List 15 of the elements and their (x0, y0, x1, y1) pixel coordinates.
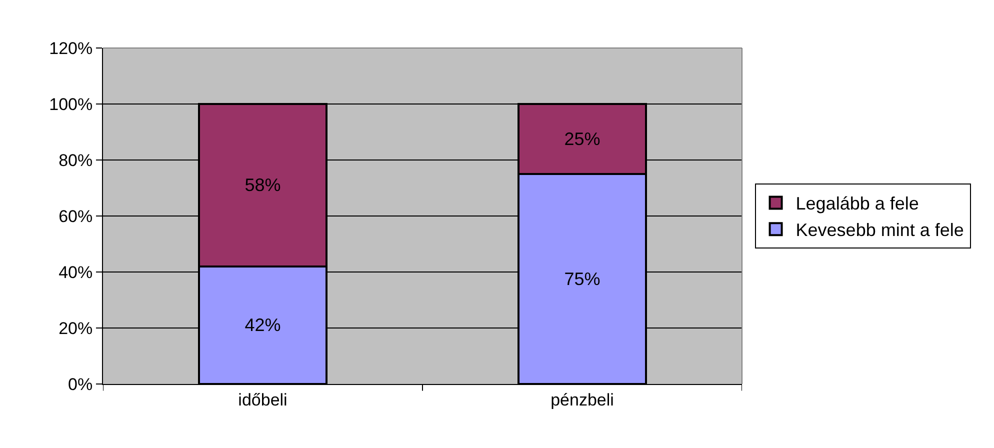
x-tick-label: időbeli (238, 390, 288, 410)
y-tick-label: 0% (68, 374, 93, 394)
y-tick-label: 100% (49, 94, 93, 114)
y-tick-label: 40% (58, 262, 93, 282)
x-tick-label: pénzbeli (550, 390, 614, 410)
data-label: 42% (244, 315, 281, 336)
data-label: 58% (244, 175, 281, 196)
y-tick-label: 80% (58, 150, 93, 170)
data-label: 75% (564, 269, 600, 289)
legend-label: Legalább a fele (796, 194, 919, 214)
y-tick-label: 20% (58, 318, 93, 338)
legend-label: Kevesebb mint a fele (796, 220, 964, 240)
y-tick-label: 60% (58, 206, 93, 226)
data-label: 25% (564, 129, 600, 149)
y-tick-label: 120% (49, 38, 93, 58)
